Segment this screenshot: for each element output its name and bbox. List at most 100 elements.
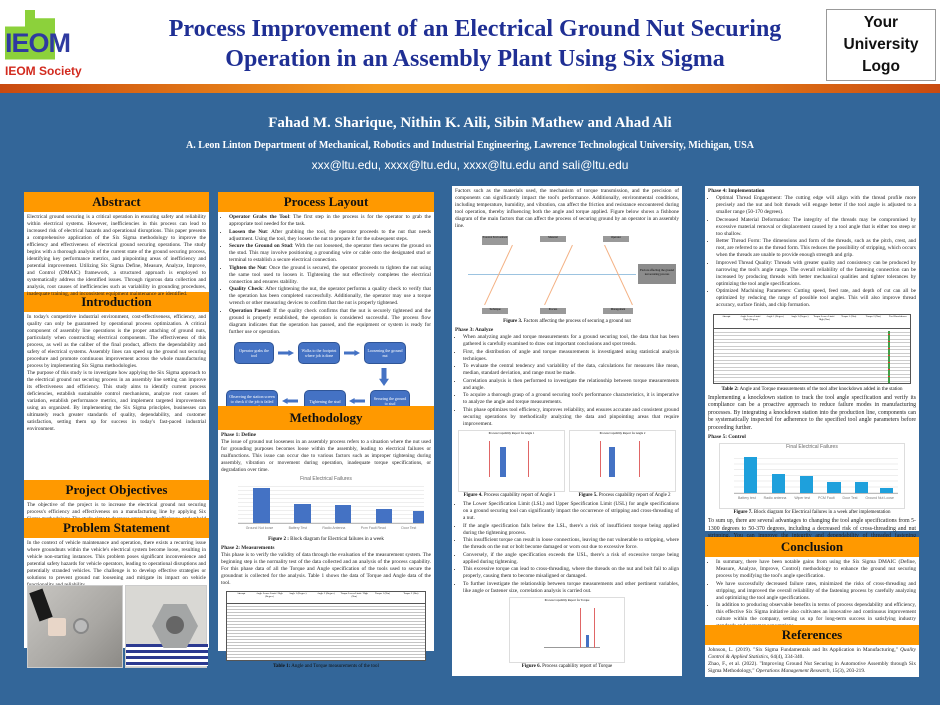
list-item: Quality Check: After tightening the nut,…: [229, 286, 431, 307]
failures-chart-after: Final Electrical Failures Battery test R…: [719, 443, 905, 509]
reference-1: Johnson, L. (2019). "Six Sigma Fundament…: [708, 647, 916, 661]
column-header: Angle 1 (Degree): [766, 314, 785, 318]
list-item: Optimized Machining Parameters: Cutting …: [716, 288, 916, 309]
introduction-text: In today's competitive industrial enviro…: [24, 312, 209, 435]
phase1-text: Phase 1: Define The issue of ground nut …: [218, 430, 434, 476]
paragraph: In today's competitive industrial enviro…: [27, 314, 206, 369]
caption-text: Angle and Torque measurements of the too…: [291, 664, 379, 669]
capability-report-torque: Process Capability Report for Torque: [509, 597, 625, 663]
item-title: Tighten the Nut: [229, 264, 266, 271]
fishbone-category: Process: [540, 308, 566, 314]
problem-section: Problem Statement In the context of vehi…: [24, 518, 209, 668]
objectives-heading: Project Objectives: [24, 480, 209, 500]
bar: [855, 481, 869, 493]
column-header: Angle Lower Limit / High (Degree): [740, 314, 762, 321]
knockdown-text: Implementing a knockdown station to trac…: [708, 394, 916, 431]
tick-label: Door Test: [401, 526, 417, 530]
capability-report-angle-1: Process Capability Report for Angle 1: [458, 430, 565, 492]
fishbone-bone: [544, 244, 573, 306]
item-title: Quality Check: [229, 286, 263, 292]
poster-header: IEOM IEOM Society Process Improvement of…: [0, 0, 940, 84]
list-item: Conversely, if the angle specification e…: [463, 552, 679, 566]
phase4-text: Phase 4: Implementation Optimal Thread E…: [705, 186, 919, 312]
bar: [609, 447, 615, 477]
list-item: Optimal Thread Engagement: The cutting e…: [716, 195, 916, 216]
column-header: Torque 1 (Nm): [375, 592, 391, 595]
histogram-area: [489, 441, 529, 477]
tick-label: Battery test: [737, 496, 756, 500]
abstract-text: Electrical ground securing is a critical…: [27, 214, 206, 297]
list-item: This excessive torque can lead to cross-…: [463, 566, 679, 580]
flow-step: Loosening the ground nut: [364, 342, 406, 364]
arrow-down-icon: [379, 368, 389, 386]
table-1: Attempt Angle Lower Limit / High (Degree…: [226, 591, 426, 661]
factors-text: Factors such as the materials used, the …: [455, 188, 679, 229]
bar: [334, 505, 352, 523]
caption-text: Process capability report of Torque: [542, 664, 613, 669]
fishbone-category: Operator: [603, 236, 629, 242]
list-item: Tighten the Nut: Once the ground is secu…: [229, 265, 431, 286]
list-item: In summary, there have been notable gain…: [716, 559, 916, 580]
problem-heading: Problem Statement: [24, 518, 209, 538]
problem-text: In the context of vehicle maintenance an…: [27, 540, 206, 588]
x-axis-labels: Ground Nut loose Battery Test Radio Ante…: [238, 526, 424, 530]
phase-title: Phase 2: Measurements: [221, 545, 275, 551]
caption-label: Table 2:: [721, 386, 739, 392]
tick-label: Radio Antenna: [322, 526, 346, 530]
caption-label: Figure 3.: [503, 319, 523, 324]
references-list: Johnson, L. (2019). "Six Sigma Fundament…: [705, 645, 919, 677]
table-2-caption: Table 2: Angle and Torque measurements o…: [705, 386, 919, 393]
bar: [879, 487, 894, 493]
list-item: Secure the Ground on Stud: With the nut …: [229, 243, 431, 264]
tick-label: Pcm Fault Read: [360, 526, 386, 530]
report-title: Process Capability Report for Angle 1: [488, 431, 535, 435]
ieom-logo: IEOM IEOM Society: [3, 6, 103, 84]
table-1-caption: Table 1: Angle and Torque measurements o…: [218, 663, 434, 670]
chart-title: Final Electrical Failures: [300, 476, 352, 482]
column-header: Torque 2 (Nm): [403, 592, 419, 595]
methodology-heading: Methodology: [218, 406, 434, 430]
paragraph: The issue of ground nut looseness in an …: [221, 439, 431, 473]
list-item: This insufficient torque can result in l…: [463, 537, 679, 551]
university-logo-placeholder: Your University Logo: [826, 9, 936, 81]
list-item: We have successfully decreased failure r…: [716, 581, 916, 602]
fishbone-bone: [484, 244, 513, 306]
ref-journal: Quality Control & Applied Statistics,: [708, 647, 916, 660]
chart-plot-area: [238, 484, 424, 524]
abstract-heading: Abstract: [24, 192, 209, 212]
authors: Fahad M. Sharique, Nithin K. Aili, Sibin…: [268, 115, 672, 131]
caption-text: Process capability report of Angle 2: [598, 493, 671, 498]
conclusion-heading: Conclusion: [705, 537, 919, 557]
bar: [827, 481, 841, 493]
tick-label: Battery Test: [288, 526, 307, 530]
bar: [252, 487, 270, 523]
column-header: Angle 1 (Degree): [288, 592, 307, 595]
fishbone-category: Technique: [482, 308, 508, 314]
ref-journal: Operations Management Research,: [755, 668, 831, 674]
arrow-left-icon: [349, 398, 365, 404]
methodology-section: Methodology Phase 1: Define The issue of…: [218, 406, 434, 669]
column-header: Torque Lower Limit / High (Nm): [813, 314, 836, 321]
caption-text: Factors affecting the process of securin…: [523, 319, 631, 324]
report-title: Process Capability Report for Angle 2: [599, 431, 646, 435]
caption-label: Figure 2 :: [268, 537, 289, 542]
list-item: When analyzing angle and torque measurem…: [463, 334, 679, 348]
list-item: First, the distribution of angle and tor…: [463, 349, 679, 363]
phase2-text: Phase 2: Measurements This phase is to v…: [218, 543, 434, 589]
tick-label: Door Test: [842, 496, 858, 500]
column-header: Angle 2 (Degree): [317, 592, 335, 595]
bar: [771, 473, 785, 493]
table-2: Attempt Angle Lower Limit / High (Degree…: [713, 313, 911, 384]
bar: [743, 456, 757, 493]
table-header: Attempt Angle Lower Limit / High (Degree…: [714, 314, 910, 329]
item-text: : The first step in the process is for t…: [229, 214, 431, 227]
item-text: : With the nut loosened, the operator th…: [229, 243, 431, 263]
emails: xxx@ltu.edu, xxxx@ltu.edu, xxxx@ltu.edu …: [311, 158, 629, 172]
item-text: : After tightening the nut, the operator…: [229, 286, 431, 306]
tick-label: Ground Nut loose: [245, 526, 274, 530]
item-title: Secure the Ground on Stud: [229, 243, 292, 249]
column-header: Torque Lower Limit / High (Nm): [340, 592, 368, 598]
list-item: To acquire a thorough grasp of a ground …: [463, 392, 679, 406]
list-item: Operator Grabs the Tool: The first step …: [229, 214, 431, 228]
fishbone-diagram: External Environment Material Operator T…: [458, 234, 676, 316]
